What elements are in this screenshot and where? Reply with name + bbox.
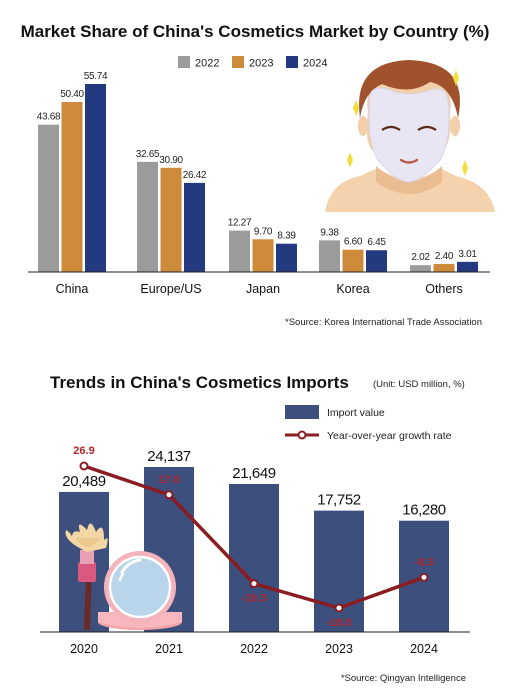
value-label-europe-us-2024: 26.42 bbox=[183, 170, 207, 181]
compact-mirror-icon bbox=[98, 551, 182, 630]
bar-korea-2024 bbox=[366, 250, 387, 272]
chart1-source: *Source: Korea International Trade Assoc… bbox=[285, 317, 482, 328]
import-bar-2022 bbox=[229, 484, 279, 632]
legend-label-2024: 2024 bbox=[303, 58, 327, 70]
value-label-china-2023: 50.40 bbox=[60, 89, 84, 100]
imports-chart: Trends in China's Cosmetics Imports (Uni… bbox=[40, 373, 470, 684]
bar-china-2024 bbox=[85, 84, 106, 272]
category-label-others: Others bbox=[425, 282, 463, 296]
legend-marker-growth bbox=[297, 430, 307, 440]
bar-china-2022 bbox=[38, 124, 59, 272]
value-label-europe-us-2022: 32.65 bbox=[136, 149, 160, 160]
bar-europe-us-2022 bbox=[137, 161, 158, 272]
bar-china-2023 bbox=[61, 102, 83, 272]
bar-others-2023 bbox=[433, 263, 455, 272]
bar-europe-us-2023 bbox=[160, 167, 182, 272]
chart2-category-labels: 2020 2021 2022 2023 2024 bbox=[70, 642, 438, 656]
legend-swatch-2023 bbox=[232, 56, 244, 68]
value-label-others-2023: 2.40 bbox=[435, 251, 454, 262]
category-label-china: China bbox=[56, 282, 89, 296]
legend-label-2023: 2023 bbox=[249, 58, 273, 70]
face-mask-illustration-icon bbox=[325, 60, 495, 212]
value-label-europe-us-2023: 30.90 bbox=[159, 155, 183, 166]
growth-label-2020: 26.9 bbox=[73, 445, 94, 457]
legend-swatch-2024 bbox=[286, 56, 298, 68]
chart1-legend: 2022 2023 2024 bbox=[178, 56, 327, 70]
growth-label-2023: -18.0 bbox=[326, 617, 351, 629]
growth-point-2022 bbox=[249, 579, 259, 589]
category-label-korea: Korea bbox=[336, 282, 369, 296]
chart2-growth-line: 26.9 17.8 -10.3 -18.0 -8.3 bbox=[73, 445, 433, 629]
year-label-2024: 2024 bbox=[410, 642, 438, 656]
legend-label-import-value: Import value bbox=[327, 407, 385, 419]
value-label-korea-2022: 9.38 bbox=[320, 227, 339, 238]
market-share-chart: Market Share of China's Cosmetics Market… bbox=[21, 22, 495, 328]
value-label-japan-2022: 12.27 bbox=[228, 218, 252, 229]
import-value-label-2024: 16,280 bbox=[402, 502, 446, 519]
value-label-korea-2023: 6.60 bbox=[344, 237, 363, 248]
bar-korea-2023 bbox=[342, 249, 364, 272]
year-label-2021: 2021 bbox=[155, 642, 183, 656]
import-value-label-2022: 21,649 bbox=[232, 465, 276, 482]
growth-point-2023 bbox=[334, 603, 344, 613]
chart2-legend: Import value Year-over-year growth rate bbox=[285, 405, 452, 442]
value-label-japan-2023: 9.70 bbox=[254, 226, 273, 237]
value-label-others-2022: 2.02 bbox=[411, 252, 430, 263]
bar-japan-2022 bbox=[229, 230, 250, 272]
value-label-others-2024: 3.01 bbox=[458, 249, 477, 260]
legend-label-2022: 2022 bbox=[195, 58, 219, 70]
value-label-china-2024: 55.74 bbox=[84, 71, 108, 82]
year-label-2020: 2020 bbox=[70, 642, 98, 656]
chart2-title: Trends in China's Cosmetics Imports bbox=[50, 373, 349, 392]
chart1-title: Market Share of China's Cosmetics Market… bbox=[21, 22, 490, 41]
year-label-2023: 2023 bbox=[325, 642, 353, 656]
growth-label-2021: 17.8 bbox=[158, 474, 179, 486]
year-label-2022: 2022 bbox=[240, 642, 268, 656]
growth-point-2021 bbox=[164, 490, 174, 500]
import-value-label-2020: 20,489 bbox=[62, 473, 106, 490]
bar-korea-2022 bbox=[319, 240, 340, 272]
chart1-bars: 43.68 32.65 12.27 9.38 2.02 50.40 30.90 9.70 6.6… bbox=[37, 71, 478, 272]
growth-point-2020 bbox=[79, 461, 89, 471]
value-label-china-2022: 43.68 bbox=[37, 112, 61, 123]
value-label-japan-2024: 8.39 bbox=[277, 231, 296, 242]
import-bar-2023 bbox=[314, 510, 364, 632]
chart2-source: *Source: Qingyan Intelligence bbox=[341, 673, 466, 684]
legend-swatch-import-value bbox=[285, 405, 319, 419]
makeup-brush-icon bbox=[65, 523, 108, 630]
bar-others-2024 bbox=[457, 261, 478, 272]
import-value-label-2023: 17,752 bbox=[317, 492, 361, 509]
bar-others-2022 bbox=[410, 265, 431, 272]
chart1-category-labels: China Europe/US Japan Korea Others bbox=[56, 282, 463, 296]
bar-japan-2024 bbox=[276, 243, 297, 272]
growth-label-2024: -8.3 bbox=[415, 556, 434, 568]
import-value-label-2021: 24,137 bbox=[147, 448, 191, 465]
category-label-japan: Japan bbox=[246, 282, 280, 296]
bar-japan-2023 bbox=[252, 239, 274, 272]
growth-point-2024 bbox=[419, 572, 429, 582]
bar-europe-us-2024 bbox=[184, 182, 205, 272]
legend-label-growth: Year-over-year growth rate bbox=[327, 430, 452, 442]
growth-label-2022: -10.3 bbox=[241, 593, 266, 605]
category-label-europe-us: Europe/US bbox=[140, 282, 201, 296]
chart2-unit-note: (Unit: USD million, %) bbox=[373, 379, 465, 390]
legend-swatch-2022 bbox=[178, 56, 190, 68]
value-label-korea-2024: 6.45 bbox=[367, 237, 386, 248]
